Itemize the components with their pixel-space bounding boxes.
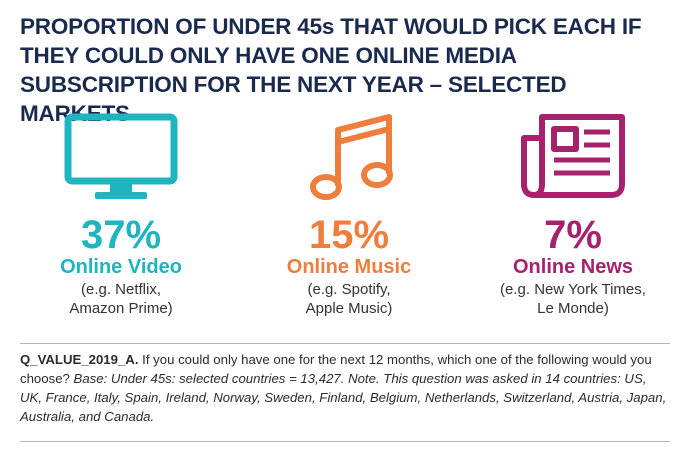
newspaper-icon: [521, 114, 625, 198]
value-label: 37%: [80, 213, 162, 257]
category-label: Online News: [512, 256, 634, 278]
value-label: 15%: [308, 213, 390, 257]
divider-top: [20, 343, 670, 344]
question-text: If you could only have one for the next …: [20, 352, 652, 386]
category-label: Online Music: [286, 256, 412, 278]
base-note: Base: Under 45s: selected countries = 13…: [20, 371, 667, 424]
example-text: (e.g. Netflix, Amazon Prime): [69, 281, 173, 317]
example-text: (e.g. Spotify, Apple Music): [305, 281, 393, 317]
footnote: Q_VALUE_2019_A. If you could only have o…: [20, 350, 672, 426]
question-id: Q_VALUE_2019_A.: [20, 352, 139, 367]
divider-bottom: [20, 441, 670, 442]
music-note-icon: [310, 114, 393, 200]
value-label: 7%: [544, 213, 602, 257]
tv-monitor-icon: [64, 113, 178, 199]
chart-title: PROPORTION OF UNDER 45s THAT WOULD PICK …: [20, 14, 642, 126]
category-label: Online Video: [60, 256, 182, 278]
example-text: (e.g. New York Times, Le Monde): [500, 281, 646, 317]
